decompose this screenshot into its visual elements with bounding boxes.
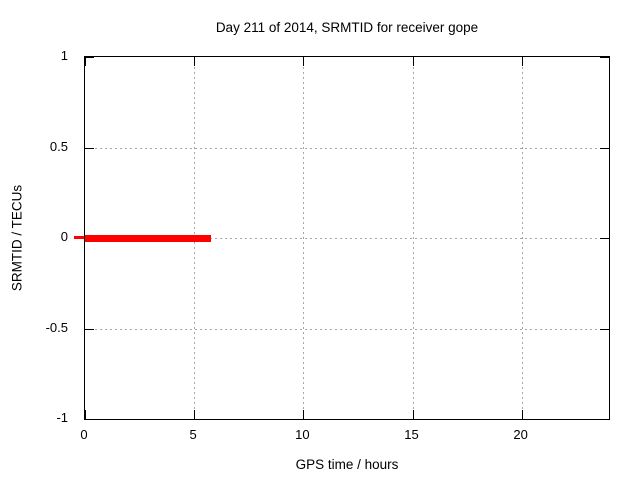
x-tick-top <box>194 57 196 66</box>
x-tick-bottom <box>85 410 86 419</box>
x-axis-label: GPS time / hours <box>295 457 399 472</box>
y-tick-left <box>85 147 94 149</box>
x-tick-bottom <box>194 410 196 419</box>
y-gridline <box>85 328 609 330</box>
y-tick-label: 1 <box>60 48 68 63</box>
chart-title: Day 211 of 2014, SRMTID for receiver gop… <box>215 20 479 35</box>
x-tick-bottom <box>521 410 523 419</box>
x-tick-top <box>85 57 86 66</box>
x-tick-label: 15 <box>404 427 419 442</box>
x-tick-label: 20 <box>513 427 528 442</box>
series-line-srmtid <box>85 234 211 242</box>
plot-area <box>84 56 610 420</box>
y-tick-label: 0.5 <box>49 138 68 154</box>
y-gridline <box>85 238 609 239</box>
y-tick-left <box>85 57 94 58</box>
x-tick-bottom <box>303 410 305 419</box>
x-tick-label: 10 <box>295 427 310 442</box>
y-tick-label: -1 <box>56 410 68 425</box>
y-tick-right <box>600 419 609 420</box>
x-tick-bottom <box>412 410 414 419</box>
y-tick-right <box>600 328 609 330</box>
y-tick-right <box>600 147 609 149</box>
y-tick-label: 0 <box>60 229 68 244</box>
y-gridline <box>85 147 609 149</box>
x-tick-top <box>521 57 523 66</box>
y-tick-right <box>600 57 609 58</box>
series-start-cap-dash <box>74 236 84 239</box>
x-tick-top <box>412 57 414 66</box>
x-tick-label: 0 <box>80 427 88 442</box>
y-tick-left <box>85 328 94 330</box>
y-tick-right <box>600 238 609 239</box>
x-tick-top <box>303 57 305 66</box>
y-tick-left <box>85 419 94 420</box>
x-tick-label: 5 <box>189 427 197 442</box>
y-tick-label: -0.5 <box>45 319 68 335</box>
